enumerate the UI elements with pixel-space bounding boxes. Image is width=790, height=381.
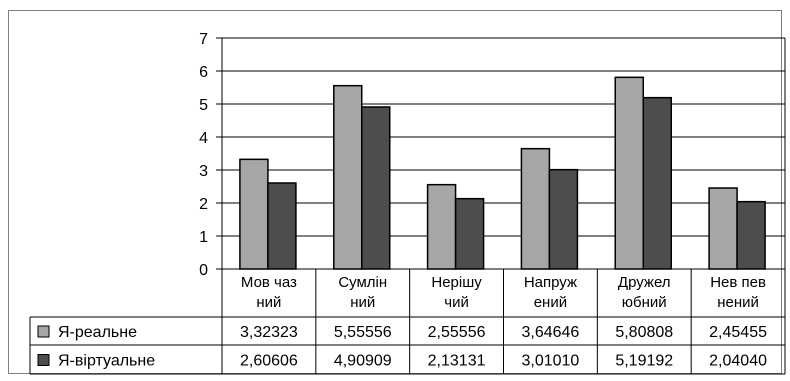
category-label: Нев пев [710,274,766,291]
data-table-cell: 3,64646 [521,324,579,341]
category-label: юбний [622,294,667,311]
data-table-cell: 2,55556 [428,324,486,341]
bar-real [614,76,644,270]
category-label: Дружел [618,274,671,291]
category-label: чий [444,294,469,311]
data-table-cell: 2,60606 [240,353,298,370]
data-table-cell: 5,55556 [334,324,392,341]
data-table-cell: 2,45455 [709,324,767,341]
y-tick-label: 7 [199,31,208,48]
category-label: Мов чаз [241,274,297,291]
bar-real [520,147,551,270]
legend-swatch [37,354,50,366]
bar-virtual [267,182,297,270]
bar-virtual [454,197,485,270]
bar-real [426,183,457,270]
y-tick-label: 1 [199,229,208,246]
data-table-cell: 4,90909 [334,353,392,370]
legend-label: Я-реальне [58,324,137,341]
y-tick-label: 6 [199,64,208,81]
data-table-cell: 2,13131 [428,353,486,370]
category-label: ний [256,294,281,311]
category-label: ний [350,294,375,311]
data-table-cell: 3,32323 [240,324,298,341]
data-table-cell: 2,04040 [709,353,767,370]
category-label: Сумлін [338,274,387,291]
data-table-cell: 5,80808 [615,324,673,341]
bar-virtual [642,96,672,270]
y-tick-label: 5 [199,97,208,114]
bar-virtual [361,106,391,270]
category-label: Напруж [524,274,577,291]
y-tick-label: 4 [199,130,208,147]
category-label: ений [534,294,567,311]
y-tick-label: 2 [199,196,208,213]
bar-real [239,158,269,270]
data-table-cell: 3,01010 [521,353,579,370]
bar-real [708,187,738,270]
bar-virtual [736,200,766,270]
y-tick-label: 3 [199,163,208,180]
legend-swatch [37,325,50,338]
category-label: нений [717,294,759,311]
category-label: Нерішу [431,274,482,291]
bar-real [333,84,363,270]
legend-label: Я-віртуальне [58,353,155,370]
bar-virtual [548,168,579,270]
y-tick-label: 0 [199,262,208,279]
data-table-cell: 5,19192 [615,353,673,370]
